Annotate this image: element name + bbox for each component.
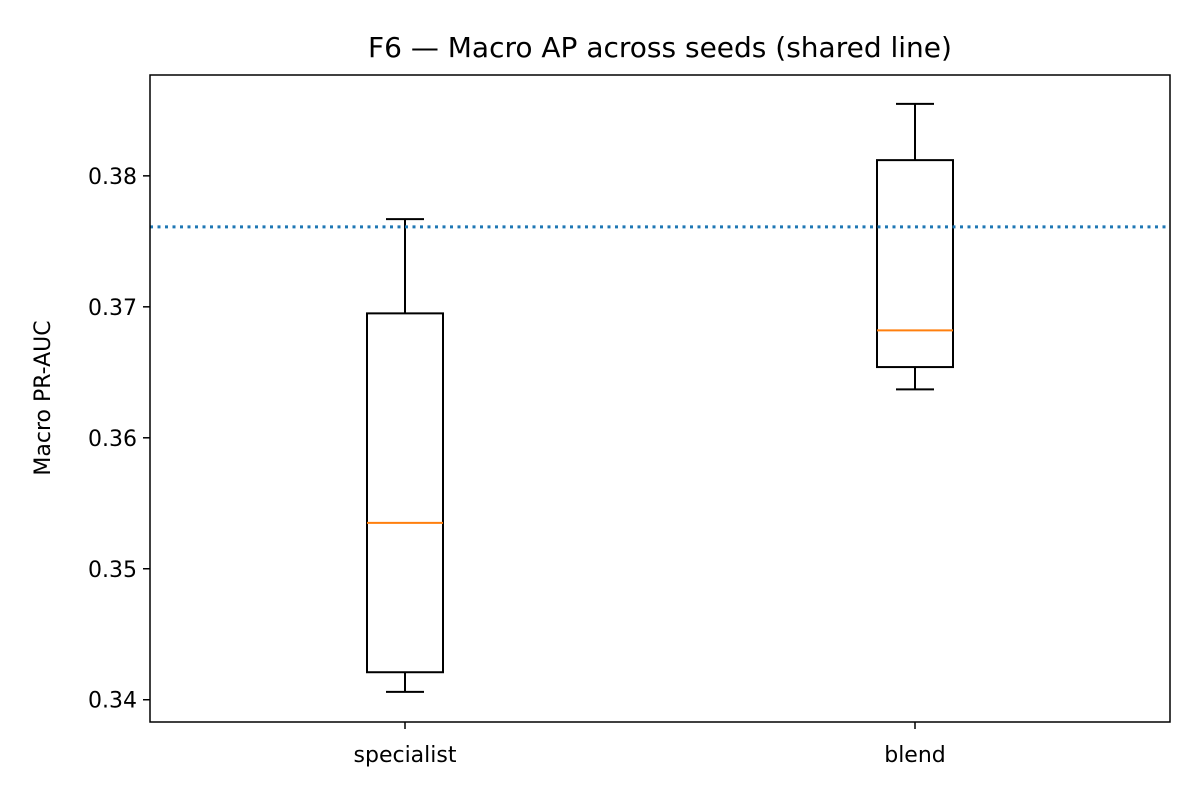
box-blend — [876, 159, 954, 369]
plot-area: 0.34 0.35 0.36 0.37 0.38 specialist blend — [88, 102, 1170, 768]
x-tick-label: specialist — [354, 743, 457, 768]
y-tick-label: 0.36 — [88, 427, 137, 452]
y-tick-label: 0.37 — [88, 296, 137, 321]
y-tick-label: 0.38 — [88, 165, 137, 190]
chart-title: F6 — Macro AP across seeds (shared line) — [368, 31, 952, 64]
y-axis-label: Macro PR-AUC — [31, 320, 56, 475]
box-specialist — [366, 312, 444, 674]
y-tick-label: 0.35 — [88, 558, 137, 583]
y-tick-label: 0.34 — [88, 689, 137, 714]
plot-frame — [149, 74, 1171, 723]
x-tick-label: blend — [884, 743, 946, 768]
